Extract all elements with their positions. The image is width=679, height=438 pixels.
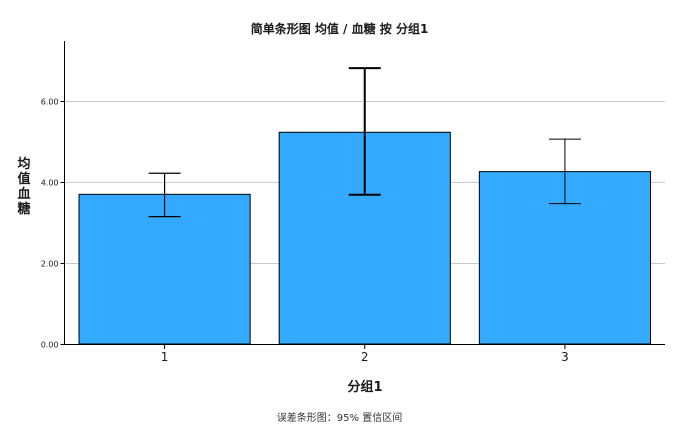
- y-axis-label: 均值血糖: [17, 156, 30, 217]
- y-tick-label: 4.00: [41, 179, 59, 188]
- chart-footnote: 误差条形图：95% 置信区间: [277, 411, 402, 424]
- y-tick-label: 0.00: [41, 341, 59, 350]
- x-tick-label: 2: [361, 350, 369, 364]
- x-axis-label: 分组1: [347, 379, 382, 395]
- error-bar-3: [548, 138, 581, 205]
- bar-1: [78, 193, 251, 345]
- x-tick-label: 1: [161, 350, 169, 364]
- x-tick-label: 3: [561, 350, 569, 364]
- error-bar-1: [148, 172, 181, 218]
- error-bars: [148, 67, 581, 218]
- y-tick-label: 6.00: [41, 98, 59, 107]
- chart-title: 简单条形图 均值 / 血糖 按 分组1: [251, 21, 429, 36]
- y-axis-ticks: 0.00 2.00 4.00 6.00: [41, 98, 65, 350]
- error-bar-2: [348, 67, 381, 196]
- y-tick-label: 2.00: [41, 260, 59, 269]
- x-axis-ticks: 1 2 3: [161, 344, 569, 364]
